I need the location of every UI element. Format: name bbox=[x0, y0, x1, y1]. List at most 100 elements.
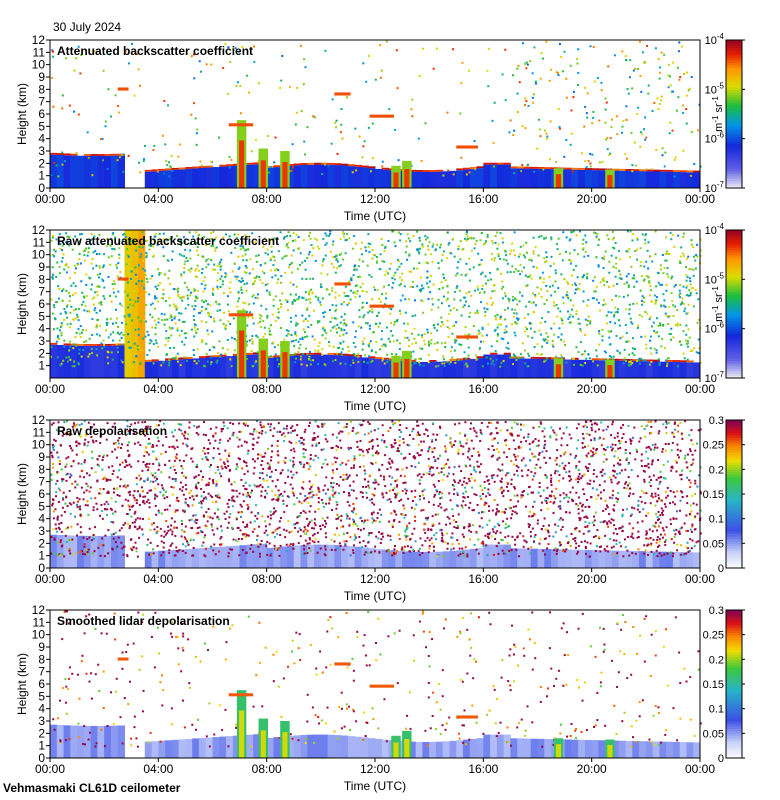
y-tick-label: 6 bbox=[38, 487, 45, 501]
colorbar-swatch bbox=[726, 688, 742, 692]
colorbar-swatch bbox=[726, 109, 742, 113]
colorbar-swatch bbox=[726, 511, 742, 515]
colorbar-swatch bbox=[726, 96, 742, 100]
x-tick-label: 20:00 bbox=[577, 762, 607, 776]
y-tick-label: 6 bbox=[38, 297, 45, 311]
colorbar-swatch bbox=[726, 128, 742, 132]
colorbar-swatch bbox=[726, 328, 742, 332]
y-tick-label: 11 bbox=[33, 425, 46, 439]
y-tick-label: 10 bbox=[32, 438, 46, 452]
colorbar-tick-label: 10-5 bbox=[705, 81, 725, 96]
colorbar-swatch bbox=[726, 427, 742, 431]
x-tick-label: 16:00 bbox=[468, 382, 498, 396]
colorbar-swatch bbox=[726, 151, 742, 155]
colorbar-swatch bbox=[726, 481, 742, 485]
y-tick-label: 12 bbox=[32, 33, 46, 47]
colorbar-swatch bbox=[726, 464, 742, 468]
x-tick-label: 04:00 bbox=[143, 762, 173, 776]
colorbar-swatch bbox=[726, 86, 742, 90]
colorbar-swatch bbox=[726, 59, 742, 63]
colorbar-swatch bbox=[726, 706, 742, 710]
colorbar-swatch bbox=[726, 318, 742, 322]
colorbar-swatch bbox=[726, 370, 742, 374]
colorbar-swatch bbox=[726, 644, 742, 648]
colorbar-swatch bbox=[726, 716, 742, 720]
colorbar-swatch bbox=[726, 718, 742, 722]
y-tick-label: 9 bbox=[38, 70, 45, 84]
colorbar-swatch bbox=[726, 146, 742, 150]
colorbar-swatch bbox=[726, 111, 742, 115]
colorbar-swatch bbox=[726, 341, 742, 345]
colorbar-swatch bbox=[726, 420, 742, 424]
colorbar-swatch bbox=[726, 610, 742, 614]
x-tick-label: 08:00 bbox=[252, 192, 282, 206]
y-tick-label: 12 bbox=[32, 603, 46, 617]
colorbar-swatch bbox=[726, 535, 742, 539]
colorbar-swatch bbox=[726, 294, 742, 298]
colorbar-swatch bbox=[726, 114, 742, 118]
colorbar-swatch bbox=[726, 730, 742, 734]
colorbar-swatch bbox=[726, 72, 742, 76]
colorbar-swatch bbox=[726, 654, 742, 658]
colorbar-swatch bbox=[726, 94, 742, 98]
plot-area bbox=[50, 610, 700, 758]
colorbar-swatch bbox=[726, 533, 742, 537]
colorbar-swatch bbox=[726, 304, 742, 308]
colorbar-swatch bbox=[726, 311, 742, 315]
colorbar-swatch bbox=[726, 74, 742, 78]
colorbar-swatch bbox=[726, 649, 742, 653]
y-tick-label: 5 bbox=[38, 689, 45, 703]
x-tick-label: 20:00 bbox=[577, 382, 607, 396]
y-tick-label: 8 bbox=[38, 82, 45, 96]
colorbar-swatch bbox=[726, 104, 742, 108]
colorbar-swatch bbox=[726, 363, 742, 367]
colorbar-swatch bbox=[726, 99, 742, 103]
colorbar-swatch bbox=[726, 639, 742, 643]
colorbar-swatch bbox=[726, 118, 742, 122]
colorbar-swatch bbox=[726, 175, 742, 179]
y-axis-label: Height (km) bbox=[15, 273, 29, 335]
colorbar-swatch bbox=[726, 141, 742, 145]
colorbar-tick-label: 10-5 bbox=[705, 271, 725, 286]
colorbar-swatch bbox=[726, 333, 742, 337]
colorbar-swatch bbox=[726, 123, 742, 127]
y-tick-label: 0 bbox=[38, 181, 45, 195]
x-tick-label: 16:00 bbox=[468, 192, 498, 206]
colorbar: 0.3 0.25 0.2 0.15 0.1 0.05 0 bbox=[703, 415, 745, 575]
colorbar-tick-label: 0.05 bbox=[703, 728, 724, 740]
colorbar-swatch bbox=[726, 743, 742, 747]
colorbar-swatch bbox=[726, 160, 742, 164]
colorbar-swatch bbox=[726, 355, 742, 359]
colorbar-swatch bbox=[726, 531, 742, 535]
colorbar-swatch bbox=[726, 442, 742, 446]
colorbar-swatch bbox=[726, 748, 742, 752]
colorbar-swatch bbox=[726, 289, 742, 293]
colorbar-swatch bbox=[726, 422, 742, 426]
instrument-label: Vehmasmaki CL61D ceilometer bbox=[3, 781, 181, 795]
colorbar-tick-label: 0.1 bbox=[709, 704, 724, 716]
colorbar-swatch bbox=[726, 237, 742, 241]
x-tick-label: 00:00 bbox=[35, 192, 65, 206]
colorbar-swatch bbox=[726, 62, 742, 66]
colorbar-swatch bbox=[726, 447, 742, 451]
colorbar-swatch bbox=[726, 503, 742, 507]
y-tick-label: 2 bbox=[38, 346, 45, 360]
colorbar-swatch bbox=[726, 299, 742, 303]
colorbar-swatch bbox=[726, 247, 742, 251]
colorbar-swatch bbox=[726, 254, 742, 258]
colorbar-swatch bbox=[726, 721, 742, 725]
colorbar-swatch bbox=[726, 116, 742, 120]
colorbar-swatch bbox=[726, 725, 742, 729]
y-tick-label: 1 bbox=[38, 549, 45, 563]
colorbar-tick-label: 0.2 bbox=[709, 654, 724, 666]
colorbar-tick-label: 0.2 bbox=[709, 464, 724, 476]
y-tick-label: 0 bbox=[38, 751, 45, 765]
colorbar-tick-label: 10-6 bbox=[705, 131, 725, 146]
colorbar-swatch bbox=[726, 632, 742, 636]
colorbar-swatch bbox=[726, 350, 742, 354]
y-tick-label: 5 bbox=[38, 119, 45, 133]
colorbar-swatch bbox=[726, 622, 742, 626]
y-tick-label: 10 bbox=[32, 248, 46, 262]
